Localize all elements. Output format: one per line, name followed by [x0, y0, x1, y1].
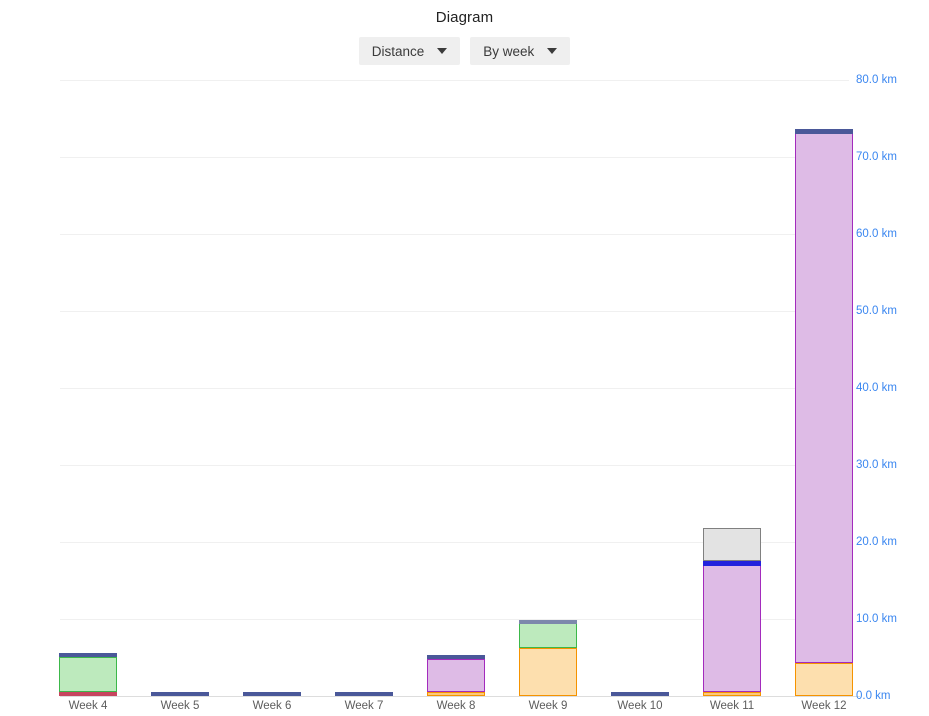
y-axis-tick-label: 30.0 km	[856, 459, 897, 471]
metric-dropdown[interactable]: Distance	[358, 37, 461, 65]
bar-segment-navy-line[interactable]	[427, 655, 485, 659]
bar-column[interactable]	[243, 0, 301, 716]
bar-segment-pink-line[interactable]	[59, 692, 117, 696]
bar-segment-grey-body[interactable]	[703, 528, 761, 561]
bar-column[interactable]	[795, 0, 853, 716]
x-axis-tick-label: Week 6	[252, 700, 292, 712]
x-axis-tick-label: Week 7	[344, 700, 384, 712]
bar-segment-purple-body[interactable]	[427, 659, 485, 692]
gridline	[60, 311, 849, 312]
period-dropdown[interactable]: By week	[470, 37, 571, 65]
x-axis-tick-label: Week 12	[801, 700, 847, 712]
y-axis-tick-label: 40.0 km	[856, 382, 897, 394]
bar-segment-navy-line[interactable]	[335, 692, 393, 696]
bar-segment-navy-line[interactable]	[519, 620, 577, 624]
bar-column[interactable]	[427, 0, 485, 716]
gridline	[60, 157, 849, 158]
bar-segment-purple-body[interactable]	[795, 133, 853, 663]
bar-column[interactable]	[59, 0, 117, 716]
bar-column[interactable]	[703, 0, 761, 716]
y-axis-tick-label: 80.0 km	[856, 74, 897, 86]
period-dropdown-label: By week	[483, 43, 535, 59]
x-axis-tick-label: Week 5	[160, 700, 200, 712]
bar-segment-blue-line[interactable]	[703, 561, 761, 566]
gridline	[60, 234, 849, 235]
y-axis-tick-label: 70.0 km	[856, 151, 897, 163]
y-axis-tick-label: 10.0 km	[856, 613, 897, 625]
chevron-down-icon	[437, 48, 448, 54]
x-axis-tick-label: Week 11	[709, 700, 755, 712]
chevron-down-icon	[547, 48, 558, 54]
page-title: Diagram	[435, 9, 494, 26]
bar-segment-orange-body[interactable]	[795, 663, 853, 696]
x-axis-tick-label: Week 4	[68, 700, 108, 712]
bar-segment-navy-line[interactable]	[611, 692, 669, 696]
x-axis-tick-label: Week 8	[436, 700, 476, 712]
bar-segment-navy-line[interactable]	[243, 692, 301, 696]
chart-controls: Distance By week	[0, 37, 929, 65]
bar-column[interactable]	[519, 0, 577, 716]
gridline	[60, 465, 849, 466]
gridline	[60, 619, 849, 620]
bar-segment-orange-body[interactable]	[519, 648, 577, 696]
bar-segment-orange-line[interactable]	[427, 692, 485, 696]
y-axis-tick-label: 20.0 km	[856, 536, 897, 548]
bar-segment-orange-line[interactable]	[703, 692, 761, 696]
bar-segment-purple-body[interactable]	[703, 565, 761, 692]
x-axis-tick-label: Week 9	[528, 700, 568, 712]
bar-column[interactable]	[611, 0, 669, 716]
bar-segment-navy-line[interactable]	[795, 129, 853, 134]
bar-column[interactable]	[151, 0, 209, 716]
bar-segment-green-body[interactable]	[519, 623, 577, 648]
x-axis-tick-label: Week 10	[617, 700, 663, 712]
bar-column[interactable]	[335, 0, 393, 716]
y-axis-tick-label: 60.0 km	[856, 228, 897, 240]
x-axis-line	[60, 696, 860, 697]
bar-segment-green-body[interactable]	[59, 657, 117, 692]
gridline	[60, 542, 849, 543]
metric-dropdown-label: Distance	[371, 43, 425, 59]
bar-segment-navy-line[interactable]	[59, 653, 117, 657]
y-axis-tick-label: 50.0 km	[856, 305, 897, 317]
gridline	[60, 80, 849, 81]
gridline	[60, 388, 849, 389]
bar-segment-navy-line[interactable]	[151, 692, 209, 696]
y-axis-tick-label: 0.0 km	[856, 690, 891, 702]
